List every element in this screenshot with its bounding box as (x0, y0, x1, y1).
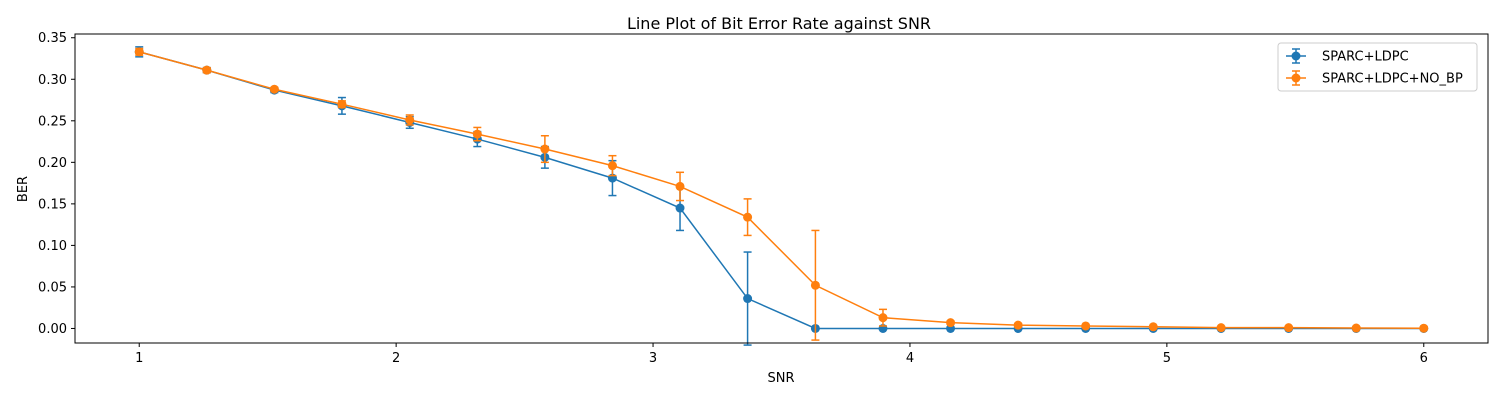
data-point (1081, 321, 1091, 331)
data-point (946, 318, 956, 328)
y-tick-label: 0.00 (38, 322, 67, 337)
data-point (1284, 323, 1294, 333)
y-axis-label: BER (16, 176, 31, 202)
data-point (743, 212, 753, 222)
data-point (675, 181, 685, 191)
legend-marker (1291, 51, 1301, 61)
data-point (810, 280, 820, 290)
data-point (337, 99, 347, 109)
y-tick-label: 0.20 (38, 156, 67, 171)
plot-area (75, 34, 1488, 343)
data-point (1013, 320, 1023, 330)
data-point (472, 129, 482, 139)
x-tick-label: 5 (1163, 351, 1171, 366)
y-tick-label: 0.35 (38, 31, 67, 46)
data-point (1419, 323, 1429, 333)
x-tick-label: 3 (649, 351, 657, 366)
legend-box (1277, 42, 1478, 92)
data-point (405, 115, 415, 125)
x-axis-ticks: 1 2 3 4 5 6 (135, 343, 1428, 366)
x-axis-label: SNR (767, 371, 794, 386)
y-tick-label: 0.30 (38, 73, 67, 88)
legend-label: SPARC+LDPC+NO_BP (1322, 72, 1463, 87)
legend-marker (1291, 73, 1301, 83)
data-point (202, 65, 212, 75)
series-line (139, 51, 1424, 329)
x-tick-label: 1 (135, 351, 143, 366)
data-point (675, 203, 685, 213)
series-line (139, 51, 1424, 330)
data-point (1351, 323, 1361, 333)
legend-entry: SPARC+LDPC+NO_BP (1286, 70, 1463, 87)
data-point (269, 84, 279, 94)
data-point (134, 47, 144, 57)
y-tick-label: 0.05 (38, 280, 67, 295)
y-tick-label: 0.25 (38, 114, 67, 129)
plot-frame (74, 33, 1489, 344)
y-tick-label: 0.10 (38, 239, 67, 254)
data-point (540, 144, 550, 154)
x-tick-label: 6 (1420, 351, 1428, 366)
series-2 (134, 47, 1429, 341)
data-point (1148, 322, 1158, 332)
y-axis-ticks: 0.00 0.05 0.10 0.15 0.20 0.25 0.30 0.35 (38, 31, 75, 337)
legend-label: SPARC+LDPC (1322, 50, 1409, 65)
data-point (607, 161, 617, 171)
data-point (878, 313, 888, 323)
legend: SPARC+LDPC SPARC+LDPC+NO_BP (1277, 42, 1478, 92)
series-layer (134, 46, 1429, 346)
x-tick-label: 2 (392, 351, 400, 366)
x-tick-label: 4 (906, 351, 914, 366)
y-tick-label: 0.15 (38, 197, 67, 212)
data-point (743, 294, 753, 304)
data-point (1216, 323, 1226, 333)
chart-title: Line Plot of Bit Error Rate against SNR (627, 14, 931, 33)
legend-entry: SPARC+LDPC (1286, 48, 1409, 65)
